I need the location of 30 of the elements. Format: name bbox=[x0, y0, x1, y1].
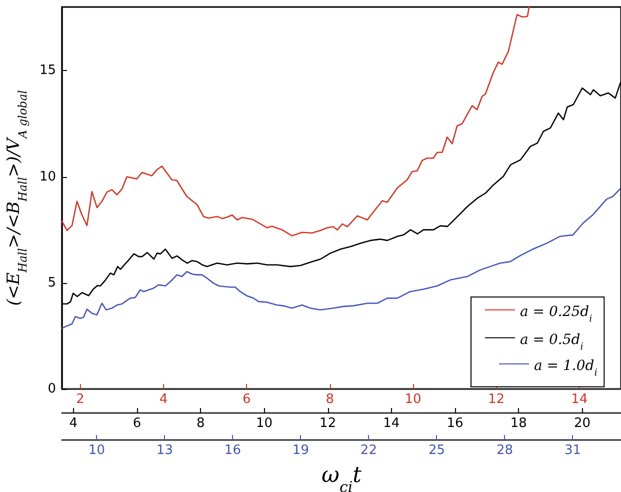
x-tick-label: 12 bbox=[488, 392, 504, 407]
x-tick-label: 8 bbox=[326, 392, 334, 407]
y-tick-label: 15 bbox=[39, 63, 56, 78]
x-tick-label: 2 bbox=[76, 392, 84, 407]
y-tick-label: 0 bbox=[48, 382, 56, 396]
x-tick-label: 28 bbox=[496, 443, 513, 458]
x2-tick-label: 8 bbox=[196, 416, 205, 431]
x-tick-label: 16 bbox=[224, 443, 241, 458]
y-tick-label: 5 bbox=[48, 275, 56, 290]
x2-tick-label: 18 bbox=[510, 416, 527, 431]
x-tick-label: 6 bbox=[242, 392, 251, 407]
x2-tick-label: 14 bbox=[383, 416, 400, 431]
x-tick-label: 14 bbox=[571, 392, 588, 407]
x-tick-label: 22 bbox=[360, 443, 377, 458]
x2-tick-label: 4 bbox=[69, 416, 78, 431]
x-tick-label: 19 bbox=[292, 443, 309, 458]
x2-tick-label: 6 bbox=[132, 416, 142, 431]
y-tick-label: 10 bbox=[39, 169, 56, 184]
x-tick-label: 4 bbox=[159, 392, 168, 407]
line-series bbox=[61, 6, 530, 236]
x-tick-label: 25 bbox=[428, 443, 445, 458]
x-tick-label: 13 bbox=[156, 443, 173, 458]
x-tick-label: 10 bbox=[88, 443, 105, 458]
x2-tick-label: 16 bbox=[446, 416, 464, 431]
x2-tick-label: 10 bbox=[256, 416, 273, 431]
x-tick-label: 10 bbox=[404, 392, 422, 407]
x-tick-label: 31 bbox=[564, 443, 581, 458]
x2-tick-label: 20 bbox=[574, 416, 590, 431]
x2-tick-label: 12 bbox=[320, 416, 336, 431]
y-axis-title: (<EHall>/<BHall>)/VA global bbox=[4, 90, 30, 306]
